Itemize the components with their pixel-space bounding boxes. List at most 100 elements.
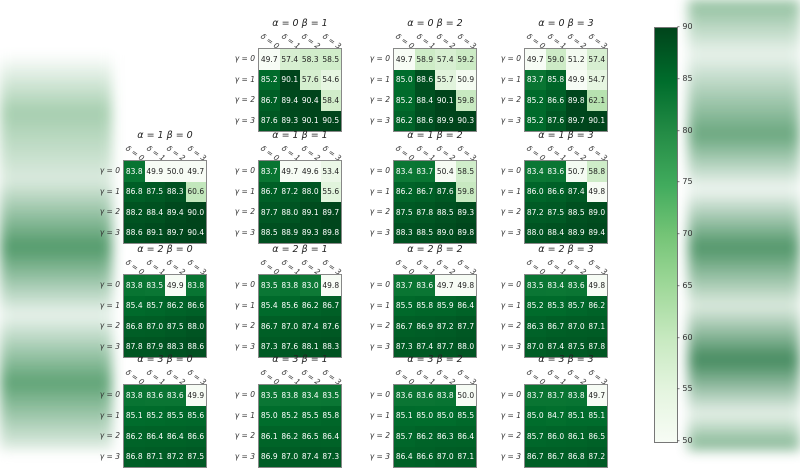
heatmap-cell: 88.5 [414,222,435,243]
row-label: γ = 3 [234,451,255,461]
row-label: γ = 1 [500,410,521,420]
heatmap-cell: 87.4 [566,181,587,202]
row-label: γ = 3 [99,451,120,461]
row-label: γ = 2 [369,321,390,330]
row-label: γ = 0 [500,280,521,289]
heatmap-grid: 83.7 49.7 49.6 53.4 86.7 87.2 88.0 55.6 87.7 88.0… [258,160,342,244]
heatmap-cell: 89.4 [586,222,607,243]
row-label: γ = 3 [369,115,390,125]
heatmap-cell: 49.8 [586,181,607,202]
row-label: γ = 1 [99,300,120,310]
heatmap-cell: 86.5 [586,426,607,447]
row-label: γ = 0 [99,166,120,175]
heatmap-cell: 85.1 [586,405,607,426]
heatmap-cell: 88.3 [320,336,341,357]
heatmap-cell: 86.1 [566,426,587,447]
heatmap-cell: 83.4 [300,385,321,406]
heatmap-cell: 49.7 [279,161,300,182]
heatmap-cell: 87.5 [394,202,415,223]
row-label: γ = 3 [234,115,255,125]
heatmap-cell: 49.9 [566,69,587,90]
heatmap-cell: 83.5 [144,275,165,296]
row-label: γ = 0 [369,390,390,399]
heatmap-cell: 58.5 [320,49,341,70]
heatmap-cell: 87.3 [394,336,415,357]
heatmap-cell: 87.6 [259,110,280,131]
heatmap-cell: 59.8 [455,90,476,111]
colorbar-tick-label: - 85 [677,73,693,83]
heatmap-cell: 83.7 [414,161,435,182]
row-label: γ = 1 [500,74,521,84]
heatmap-cell: 86.2 [414,426,435,447]
heatmap-cell: 88.3 [394,222,415,243]
panel-title: α = 3 β = 1 [272,354,328,365]
heatmap-cell: 87.4 [414,336,435,357]
heatmap-cell: 83.5 [259,275,280,296]
heatmap-grid: 83.5 83.8 83.4 83.5 85.0 85.2 85.5 85.8 86.1 86.2… [258,384,342,468]
heatmap-grid: 49.7 59.0 51.2 57.4 83.7 85.8 49.9 54.7 85.2 86.6… [524,48,608,132]
heatmap-cell: 89.8 [320,222,341,243]
heatmap-cell: 89.0 [435,222,456,243]
colorbar-tick-label: - 60 [677,332,693,342]
heatmap-cell: 60.6 [185,181,206,202]
row-label: γ = 1 [369,186,390,196]
row-label: γ = 2 [369,95,390,104]
heatmap-cell: 58.4 [320,90,341,111]
heatmap-cell: 89.3 [279,110,300,131]
colorbar [654,27,678,443]
heatmap-cell: 86.3 [435,426,456,447]
panel-title: α = 3 β = 2 [407,354,463,365]
row-label: γ = 1 [500,186,521,196]
heatmap-cell: 85.5 [394,295,415,316]
heatmap-cell: 83.6 [394,385,415,406]
row-label: γ = 1 [99,410,120,420]
heatmap-cell: 57.6 [300,69,321,90]
heatmap-cell: 83.6 [566,275,587,296]
heatmap-cell: 87.6 [435,181,456,202]
row-label: γ = 1 [369,410,390,420]
heatmap-cell: 83.5 [259,385,280,406]
heatmap-cell: 83.8 [566,385,587,406]
heatmap-grid: 83.5 83.4 83.6 49.8 85.2 85.3 85.7 86.2 86.3 86.7… [524,274,608,358]
row-label: γ = 0 [99,280,120,289]
heatmap-cell: 50.7 [566,161,587,182]
blurred-background-right [688,0,800,450]
heatmap-grid: 83.8 83.5 49.9 83.8 85.4 85.7 86.2 86.6 86.8 87.0… [123,274,207,358]
heatmap-cell: 87.0 [525,336,546,357]
heatmap-cell: 85.3 [545,295,566,316]
panel-title: α = 1 β = 1 [272,130,328,141]
row-label: γ = 1 [369,74,390,84]
heatmap-cell: 87.6 [279,336,300,357]
heatmap-cell: 49.8 [455,275,476,296]
heatmap-cell: 88.9 [566,222,587,243]
heatmap-cell: 87.0 [279,316,300,337]
row-label: γ = 0 [234,166,255,175]
heatmap-cell: 87.7 [435,336,456,357]
heatmap-cell: 86.7 [259,316,280,337]
colorbar-tick-label: - 65 [677,280,693,290]
heatmap-cell: 49.8 [586,275,607,296]
heatmap-cell: 49.7 [259,49,280,70]
heatmap-cell: 85.5 [165,405,186,426]
heatmap-cell: 85.1 [394,405,415,426]
heatmap-cell: 85.1 [124,405,145,426]
row-label: γ = 0 [500,166,521,175]
row-label: γ = 1 [234,410,255,420]
heatmap-cell: 50.9 [455,69,476,90]
heatmap-cell: 59.2 [455,49,476,70]
panel-title: α = 2 β = 3 [538,244,594,255]
row-label: γ = 0 [369,54,390,63]
heatmap-cell: 87.5 [566,336,587,357]
heatmap-cell: 50.4 [435,161,456,182]
row-label: γ = 2 [99,321,120,330]
heatmap-cell: 87.8 [124,336,145,357]
row-label: γ = 2 [500,95,521,104]
heatmap-cell: 83.4 [545,275,566,296]
heatmap-cell: 87.6 [545,110,566,131]
heatmap-cell: 84.7 [545,405,566,426]
heatmap-cell: 87.7 [455,316,476,337]
heatmap-cell: 83.6 [414,385,435,406]
panel-title: α = 2 β = 2 [407,244,463,255]
heatmap-cell: 88.4 [144,202,165,223]
heatmap-cell: 88.0 [300,181,321,202]
